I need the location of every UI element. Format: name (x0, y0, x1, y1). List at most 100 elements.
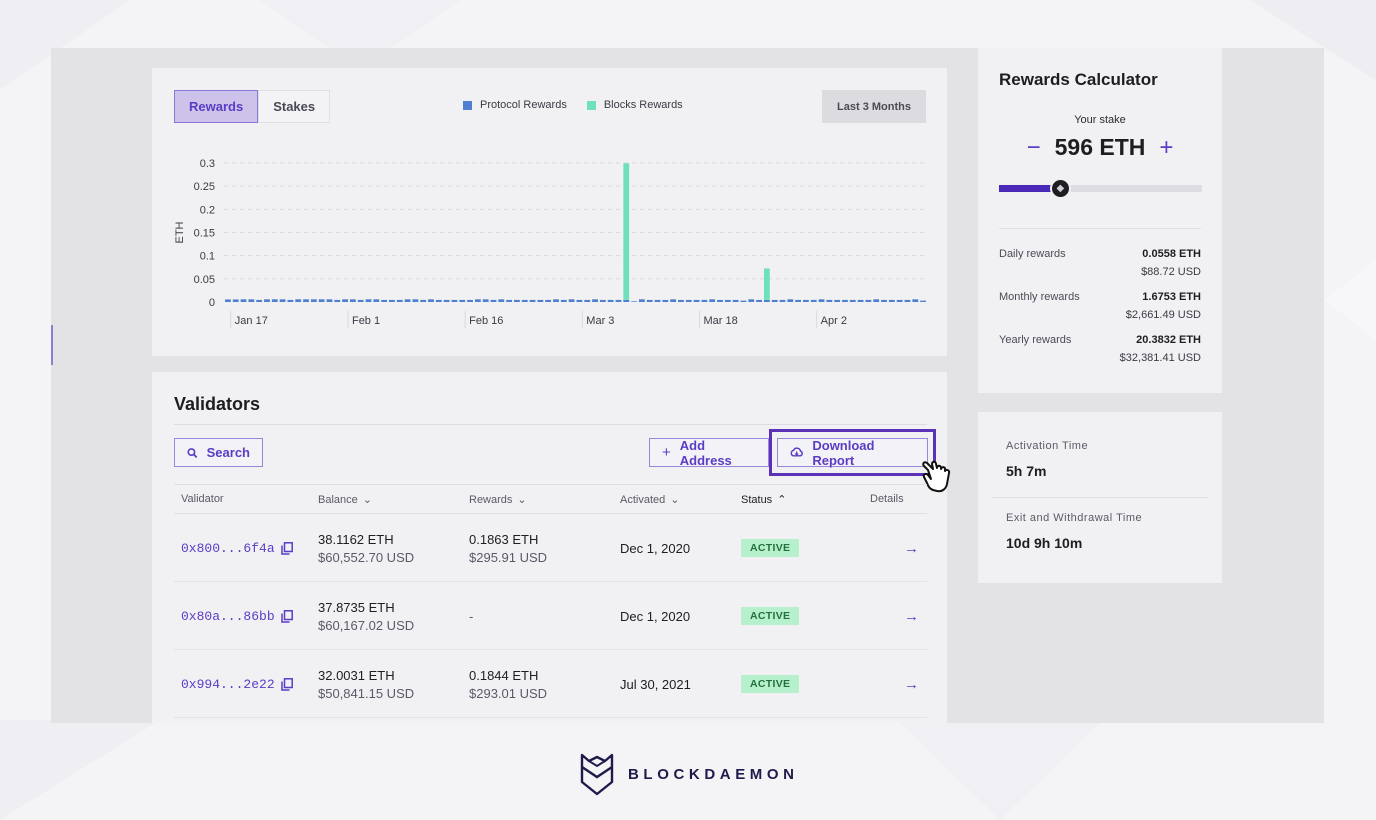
decrement-button[interactable]: − (1026, 133, 1041, 161)
column-activated[interactable]: Activated ⌄ (620, 493, 679, 507)
x-tick-label: Mar 18 (703, 315, 737, 327)
bar-protocol-rewards (295, 299, 302, 302)
x-tick-label: Feb 1 (352, 315, 380, 327)
validator-address-link[interactable]: 0x994...2e22 (181, 676, 275, 692)
rewards-cell: - (469, 582, 473, 650)
balance-usd: $60,552.70 USD (318, 549, 415, 565)
add-address-button[interactable]: + Add Address (649, 437, 769, 468)
stake-value: 596 ETH (1054, 134, 1146, 160)
arrow-right-icon[interactable]: → (904, 539, 919, 557)
bar-protocol-rewards (287, 299, 294, 302)
column-validator-label: Validator (181, 493, 224, 505)
rewards-cell: 0.1863 ETH $295.91 USD (469, 514, 547, 582)
bar-protocol-rewards (701, 299, 708, 302)
bar-protocol-rewards (342, 299, 348, 302)
exit-time-value: 10d 9h 10m (1006, 535, 1083, 551)
increment-button[interactable]: + (1159, 133, 1174, 161)
column-status[interactable]: Status ⌃ (741, 493, 786, 507)
validator-address-link[interactable]: 0x80a...86bb (181, 608, 275, 624)
bar-protocol-rewards (404, 299, 411, 302)
table-row[interactable]: 0x994...2e22 32.0031 ETH $50,841.15 USD 0.1… (174, 650, 927, 718)
download-report-button[interactable]: Download Report (777, 438, 928, 468)
column-status-label: Status (741, 493, 773, 506)
bar-protocol-rewards (232, 299, 239, 302)
bar-protocol-rewards (685, 299, 692, 302)
rewards-eth: - (469, 608, 474, 624)
divider (174, 424, 927, 425)
rewards-eth: 0.1863 ETH (469, 531, 539, 547)
column-balance-label: Balance (318, 493, 358, 506)
bar-protocol-rewards (810, 299, 817, 302)
rewards-cell: 0.1844 ETH $293.01 USD (469, 650, 547, 718)
exit-time-label: Exit and Withdrawal Time (1006, 512, 1143, 524)
bar-protocol-rewards (365, 299, 372, 302)
bar-protocol-rewards (271, 299, 278, 302)
chart-legend: Protocol Rewards Blocks Rewards (463, 99, 683, 111)
rewards-bar-chart: 0 0.05 0.1 0.15 0.2 0.25 0.3 ETH Jan 17 Feb 1 Feb … (174, 158, 927, 328)
tab-rewards[interactable]: Rewards (174, 90, 259, 123)
frame-accent-line (51, 325, 53, 365)
bar-protocol-rewards (873, 299, 880, 302)
bar-protocol-rewards (459, 299, 466, 302)
bar-protocol-rewards (826, 299, 833, 302)
bar-protocol-rewards (373, 299, 380, 302)
bar-protocol-rewards (482, 299, 489, 302)
bar-protocol-rewards (412, 299, 419, 302)
balance-eth: 32.0031 ETH (318, 667, 395, 683)
bar-protocol-rewards (490, 299, 497, 302)
bar-protocol-rewards (303, 299, 309, 302)
bar-protocol-rewards (842, 299, 848, 302)
bar-protocol-rewards (818, 299, 825, 302)
copy-icon[interactable] (280, 609, 293, 623)
validator-address-link[interactable]: 0x800...6f4a (181, 540, 275, 556)
stake-slider[interactable]: ◆ (999, 178, 1202, 199)
bar-protocol-rewards (724, 299, 731, 302)
search-button[interactable]: Search (174, 438, 263, 467)
rewards-eth: 0.1844 ETH (469, 667, 539, 683)
legend-label-blocks: Blocks Rewards (603, 99, 683, 111)
divider (999, 228, 1201, 229)
bar-protocol-rewards (467, 299, 473, 302)
arrow-right-icon[interactable]: → (904, 675, 919, 693)
x-tick-label: Feb 16 (469, 315, 503, 327)
legend-label-protocol: Protocol Rewards (480, 99, 567, 111)
bar-protocol-rewards (615, 299, 622, 302)
bar-protocol-rewards (248, 299, 255, 302)
bar-protocol-rewards (834, 299, 841, 302)
add-address-label: Add Address (679, 437, 732, 468)
bar-protocol-rewards (545, 299, 552, 302)
activated-cell: Dec 1, 2020 (620, 514, 690, 582)
bar-protocol-rewards (912, 299, 919, 302)
divider (992, 497, 1208, 498)
status-cell: ACTIVE (741, 514, 800, 582)
bar-protocol-rewards (662, 299, 669, 302)
bar-protocol-rewards (779, 299, 786, 302)
bar-protocol-rewards (256, 299, 263, 302)
bar-protocol-rewards (576, 299, 583, 302)
bar-protocol-rewards (521, 299, 528, 302)
copy-icon[interactable] (280, 541, 293, 555)
balance-usd: $50,841.15 USD (318, 685, 415, 701)
table-row[interactable]: 0x800...6f4a 38.1162 ETH $60,552.70 USD 0.1… (174, 514, 927, 582)
ethereum-icon[interactable]: ◆ (1049, 178, 1071, 199)
column-balance[interactable]: Balance ⌄ (318, 493, 372, 507)
table-row[interactable]: 0x80a...86bb 37.8735 ETH $60,167.02 USD - De… (174, 582, 927, 650)
validators-card: Validators Search + Add Address Download… (152, 372, 951, 723)
rewards-calculator-card: Rewards Calculator Your stake − 596 ETH … (978, 48, 1222, 393)
bar-protocol-rewards (451, 299, 458, 302)
activation-time-label: Activation Time (1006, 440, 1089, 452)
y-tick-label: 0 (209, 297, 215, 309)
y-tick-label: 0.3 (200, 158, 215, 170)
validator-address-cell: 0x80a...86bb (181, 582, 293, 650)
bar-protocol-rewards (310, 299, 317, 302)
arrow-right-icon[interactable]: → (904, 607, 919, 625)
date-range-button[interactable]: Last 3 Months (822, 90, 926, 123)
copy-icon[interactable] (280, 677, 293, 691)
chevron-down-icon: ⌄ (362, 494, 372, 506)
bar-protocol-rewards (803, 299, 809, 302)
column-rewards[interactable]: Rewards ⌄ (469, 493, 527, 507)
status-cell: ACTIVE (741, 582, 800, 650)
bar-protocol-rewards (318, 299, 325, 302)
tab-stakes[interactable]: Stakes (258, 90, 331, 123)
daily-rewards-usd: $88.72 USD (1141, 266, 1201, 278)
